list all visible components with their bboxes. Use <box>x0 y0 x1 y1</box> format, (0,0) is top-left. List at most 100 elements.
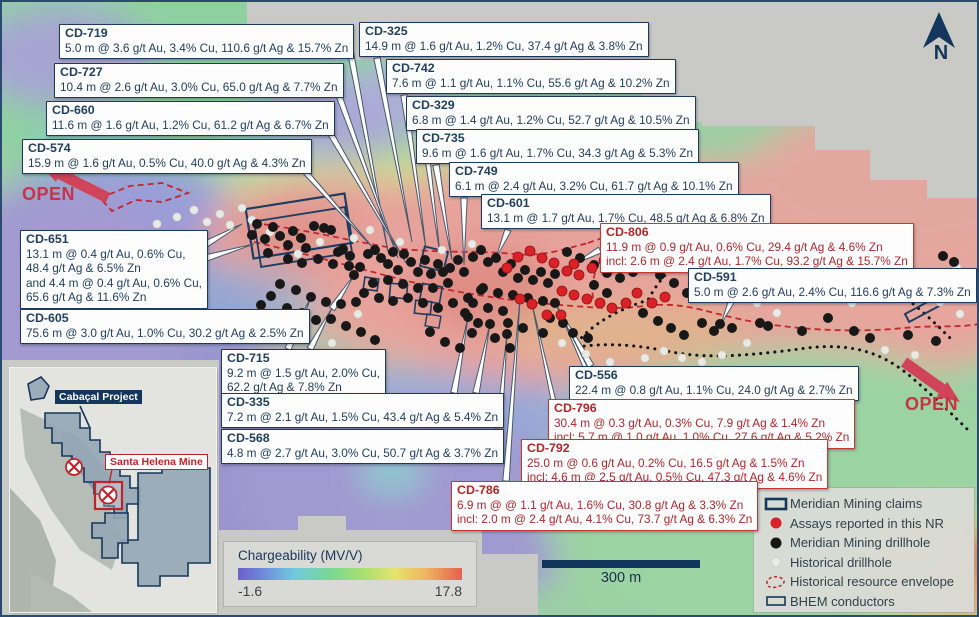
callout-title: CD-806 <box>606 225 649 239</box>
chargeability-legend: Chargeability (MV/V) -1.6 17.8 <box>224 542 476 606</box>
callout-CD-605: CD-605 75.6 m @ 3.0 g/t Au, 1.0% Cu, 30.2… <box>20 309 310 345</box>
meridian-drillhole-dot <box>433 259 443 269</box>
callout-CD-335: CD-335 7.2 m @ 2.1 g/t Au, 1.5% Cu, 43.4 … <box>221 393 505 429</box>
north-arrow-icon <box>923 12 955 48</box>
callout-CD-568: CD-568 4.8 m @ 2.7 g/t Au, 3.0% Cu, 50.7 … <box>221 429 505 465</box>
callout-CD-574: CD-574 15.9 m @ 1.6 g/t Au, 0.5% Cu, 40.0… <box>22 139 312 175</box>
bhem-rect-icon <box>762 594 790 608</box>
chargeability-max: 17.8 <box>434 583 462 599</box>
meridian-drillhole-dot <box>562 247 572 257</box>
historical-drillhole-dot <box>640 353 650 363</box>
meridian-drillhole-dot <box>359 288 369 298</box>
meridian-drillhole-dot <box>513 273 523 283</box>
historical-drillhole-dot <box>202 217 212 227</box>
callout-intercept: 5.0 m @ 3.6 g/t Au, 3.4% Cu, 110.6 g/t A… <box>65 40 349 55</box>
historical-drillhole-dot <box>910 350 920 360</box>
meridian-drillhole-dot <box>502 329 512 339</box>
legend-item-resource-envelope: Historical resource envelope <box>762 572 974 592</box>
claims-rect-icon <box>762 497 790 511</box>
assay-drillhole-dot <box>568 258 580 270</box>
historical-drillhole-dot <box>581 349 591 359</box>
historical-drillhole-dot <box>152 219 162 229</box>
callout-CD-591: CD-591 5.0 m @ 2.6 g/t Au, 2.4% Cu, 116.6… <box>688 268 977 304</box>
historical-drillhole-dot <box>697 357 707 367</box>
assay-drillhole-dot <box>594 297 606 309</box>
meridian-drillhole-dot <box>797 326 807 336</box>
meridian-drillhole-dot <box>428 283 438 293</box>
legend-item-assays: Assays reported in this NR <box>762 514 974 534</box>
meridian-drillhole-dot <box>376 253 386 263</box>
callout-title: CD-568 <box>227 431 270 445</box>
meridian-drillhole-dot <box>383 275 393 285</box>
open-label-right: OPEN <box>905 394 959 414</box>
historical-drillhole-dot <box>395 237 405 247</box>
meridian-drillhole-dot <box>938 251 948 261</box>
meridian-drillhole-dot <box>448 298 458 308</box>
callout-title: CD-574 <box>28 141 71 155</box>
callout-title: CD-719 <box>65 26 108 40</box>
historical-drillhole-dot <box>365 225 375 235</box>
callout-title: CD-591 <box>694 270 737 284</box>
meridian-drillhole-dot <box>459 267 469 277</box>
assay-drillhole-dot <box>659 291 671 303</box>
callout-title: CD-749 <box>455 164 498 178</box>
meridian-drillhole-dot <box>538 328 548 338</box>
legend-item-bhem: BHEM conductors <box>762 592 974 612</box>
meridian-drillhole-dot <box>328 259 338 269</box>
meridian-drillhole-dot <box>403 293 413 303</box>
meridian-drillhole-dot <box>388 247 398 257</box>
meridian-drillhole-dot <box>383 259 393 269</box>
open-label-left: OPEN <box>22 184 76 204</box>
bhem-conductor-rect <box>362 276 380 292</box>
red-dashed-envelope-icon <box>762 574 790 590</box>
callout-CD-727: CD-727 10.4 m @ 2.6 g/t Au, 3.0% Cu, 65.0… <box>54 63 344 99</box>
meridian-drillhole-dot <box>536 267 546 277</box>
open-arrow-right-icon <box>900 357 960 402</box>
callout-intercept: 9.6 m @ 1.6 g/t Au, 1.7% Cu, 34.3 g/t Ag… <box>422 145 694 160</box>
legend-item-historical-drillhole: Historical drillhole <box>762 553 974 573</box>
meridian-drillhole-dot <box>483 303 493 313</box>
santa-helena-symbol-icon <box>93 480 124 511</box>
assay-drillhole-dot <box>586 262 598 274</box>
inset-location-map: Cabaçal Project Santa Helena Mine <box>10 368 216 612</box>
meridian-drillhole-dot <box>903 330 913 340</box>
meridian-drillhole-dot <box>490 333 500 343</box>
scale-bar-rule <box>542 560 700 568</box>
meridian-drillhole-dot <box>865 333 875 343</box>
meridian-drillhole-dot <box>260 234 270 244</box>
meridian-drillhole-dot <box>388 296 398 306</box>
callout-CD-719: CD-719 5.0 m @ 3.6 g/t Au, 3.4% Cu, 110.6… <box>59 24 355 60</box>
meridian-drillhole-dot <box>291 285 301 295</box>
meridian-drillhole-dot <box>538 296 548 306</box>
meridian-drillhole-dot <box>440 337 450 347</box>
meridian-drillhole-dot <box>468 252 478 262</box>
callout-CD-660: CD-660 11.6 m @ 1.6 g/t Au, 1.2% Cu, 61.2… <box>46 101 335 137</box>
callout-intercept: and 4.4 m @ 0.4 g/t Au, 0.6% Cu, <box>26 275 202 290</box>
callout-title: CD-651 <box>26 232 69 246</box>
inset-map-canvas <box>10 375 211 612</box>
historical-drillhole-dot <box>772 308 782 318</box>
assay-drillhole-dot <box>536 252 548 264</box>
bhem-conductor-rect <box>252 206 354 268</box>
callout-intercept: 13.1 m @ 1.7 g/t Au, 1.7% Cu, 48.5 g/t A… <box>487 210 765 225</box>
historical-drillhole-dot <box>225 220 235 230</box>
assay-drillhole-dot <box>561 265 573 277</box>
meridian-drillhole-dot <box>326 314 336 324</box>
meridian-drillhole-dot <box>356 327 366 337</box>
assay-drillhole-dot <box>524 245 536 257</box>
north-label: N <box>933 42 949 64</box>
callout-intercept: 15.9 m @ 1.6 g/t Au, 0.5% Cu, 40.0 g/t A… <box>28 155 306 170</box>
callout-intercept: 9.2 m @ 1.5 g/t Au, 2.0% Cu, <box>227 365 380 380</box>
callout-intercept: 11.9 m @ 0.9 g/t Au, 0.6% Cu, 29.4 g/t A… <box>606 239 883 254</box>
mine-symbol-icon <box>65 458 83 476</box>
historical-drillhole-dot <box>293 249 303 259</box>
assay-drillhole-dot <box>568 289 580 301</box>
meridian-drillhole-dot <box>455 343 465 353</box>
meridian-drillhole-dot <box>528 275 538 285</box>
meridian-drillhole-dot <box>476 245 486 255</box>
assay-drillhole-dot <box>581 293 593 305</box>
meridian-drillhole-dot <box>715 319 725 329</box>
historical-drillhole-dot <box>742 338 752 348</box>
meridian-drillhole-dot <box>398 279 408 289</box>
meridian-drillhole-dot <box>311 315 321 325</box>
